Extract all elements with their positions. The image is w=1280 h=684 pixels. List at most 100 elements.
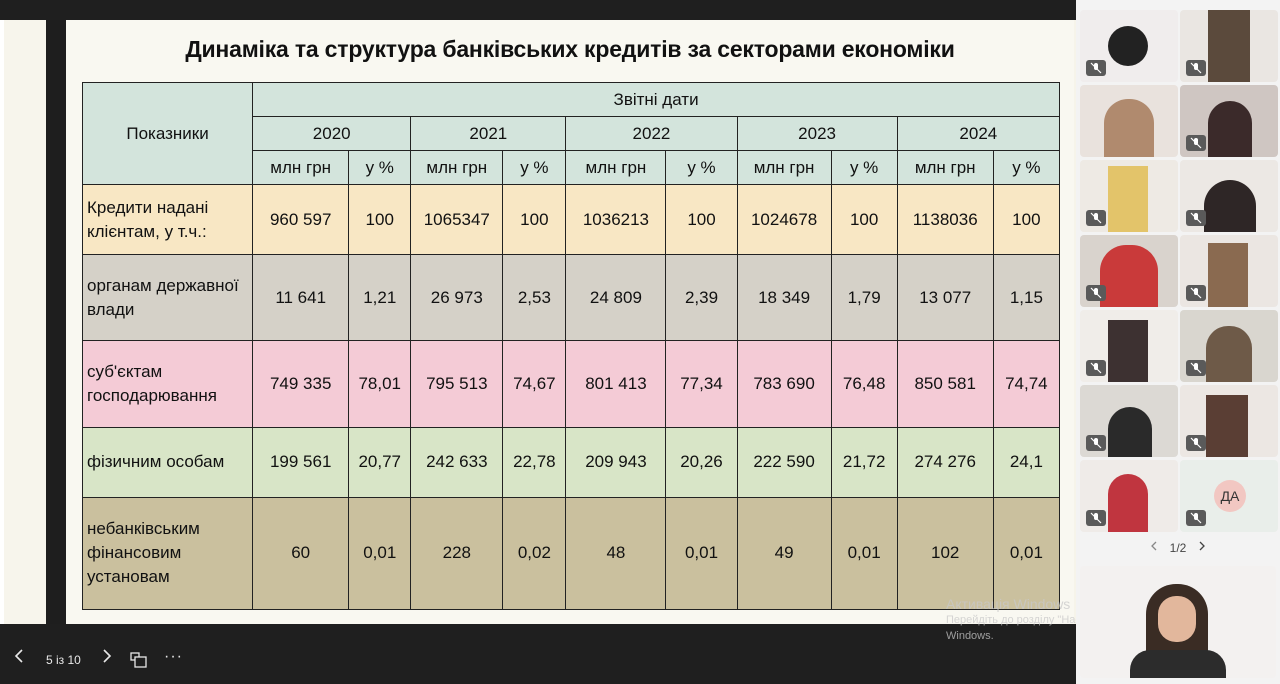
- layout-button[interactable]: [130, 652, 148, 668]
- table-cell: 960 597: [252, 184, 350, 256]
- more-icon: ···: [164, 648, 183, 665]
- percent-subheader: у %: [830, 150, 898, 186]
- table-cell: 24 809: [565, 254, 667, 342]
- chevron-right-icon: [1199, 541, 1205, 551]
- mic-off-icon: [1186, 360, 1206, 376]
- participant-tile[interactable]: [1180, 310, 1278, 382]
- mic-off-icon: [1086, 210, 1106, 226]
- participant-tile[interactable]: [1080, 460, 1178, 532]
- table-cell: 801 413: [565, 340, 667, 428]
- presentation-stage: Динаміка та структура банківських кредит…: [0, 0, 1076, 684]
- table-cell: 49: [736, 496, 832, 611]
- participant-video: [1108, 474, 1148, 532]
- table-cell: 1,21: [348, 254, 412, 342]
- table-cell: 1138036: [896, 184, 994, 256]
- active-speaker-video[interactable]: [1080, 566, 1276, 678]
- year-header: 2021: [410, 116, 567, 152]
- participant-tile[interactable]: [1080, 235, 1178, 307]
- table-row: Кредити надані клієнтам, у т.ч.: 960 597…: [81, 184, 1061, 256]
- table-cell: 199 561: [252, 426, 350, 498]
- mic-off-icon: [1086, 510, 1106, 526]
- pager-text: 1/2: [1169, 540, 1187, 555]
- year-header: 2020: [252, 116, 412, 152]
- more-options-button[interactable]: ···: [164, 648, 183, 666]
- table-cell: 20,26: [665, 426, 738, 498]
- chevron-left-icon: [1151, 541, 1157, 551]
- participant-tile[interactable]: [1080, 160, 1178, 232]
- participant-tile[interactable]: [1180, 10, 1278, 82]
- mic-off-icon: [1186, 435, 1206, 451]
- percent-subheader: у %: [502, 150, 567, 186]
- pager-next-button[interactable]: [1196, 540, 1208, 555]
- table-row: суб'єктам господарювання 749 335 78,01 7…: [81, 340, 1061, 428]
- participant-video: [1208, 243, 1248, 307]
- participant-avatar: [1108, 26, 1148, 66]
- percent-subheader: у %: [665, 150, 738, 186]
- amount-subheader: млн грн: [252, 150, 350, 186]
- presentation-top-bar: [0, 0, 1076, 20]
- table-cell: 100: [348, 184, 412, 256]
- table-row: небанківським фінансовим установам 60 0,…: [81, 496, 1061, 611]
- mic-off-icon: [1086, 435, 1106, 451]
- participant-tile[interactable]: [1180, 85, 1278, 157]
- row-label: Кредити надані клієнтам, у т.ч.:: [81, 184, 254, 256]
- layout-icon: [130, 652, 147, 668]
- table-cell: 60: [252, 496, 350, 611]
- participant-video: [1206, 395, 1248, 457]
- table-cell: 1,79: [830, 254, 898, 342]
- table-cell: 242 633: [410, 426, 504, 498]
- participant-video: [1104, 99, 1154, 157]
- participant-tile[interactable]: ДА: [1180, 460, 1278, 532]
- slide-left-margin: [4, 20, 46, 624]
- table-cell: 77,34: [665, 340, 738, 428]
- table-cell: 78,01: [348, 340, 412, 428]
- table-cell: 18 349: [736, 254, 832, 342]
- percent-subheader: у %: [992, 150, 1061, 186]
- year-header: 2023: [736, 116, 898, 152]
- participant-tile[interactable]: [1180, 160, 1278, 232]
- table-cell: 228: [410, 496, 504, 611]
- table-cell: 24,1: [992, 426, 1061, 498]
- participant-tile[interactable]: [1080, 85, 1178, 157]
- table-cell: 26 973: [410, 254, 504, 342]
- slide-title: Динаміка та структура банківських кредит…: [185, 36, 955, 62]
- year-header: 2022: [565, 116, 738, 152]
- previous-slide-button[interactable]: [12, 648, 28, 664]
- table-cell: 783 690: [736, 340, 832, 428]
- table-cell: 1036213: [565, 184, 667, 256]
- mic-off-icon: [1186, 60, 1206, 76]
- participant-video: [1208, 101, 1252, 157]
- participant-video: [1208, 10, 1250, 82]
- participant-tile[interactable]: [1180, 235, 1278, 307]
- participant-video: [1108, 320, 1148, 382]
- table-cell: 1065347: [410, 184, 504, 256]
- table-cell: 100: [992, 184, 1061, 256]
- table-cell: 22,78: [502, 426, 567, 498]
- table-cell: 1,15: [992, 254, 1061, 342]
- amount-subheader: млн грн: [896, 150, 994, 186]
- row-label: небанківським фінансовим установам: [81, 496, 254, 611]
- participant-tile[interactable]: [1080, 310, 1178, 382]
- year-header: 2024: [896, 116, 1061, 152]
- table-cell: 100: [665, 184, 738, 256]
- participant-video: [1108, 407, 1152, 457]
- pager-prev-button[interactable]: [1148, 540, 1160, 555]
- participant-tile[interactable]: [1080, 385, 1178, 457]
- participant-initials: ДА: [1214, 480, 1246, 512]
- participant-tile[interactable]: [1180, 385, 1278, 457]
- mic-off-icon: [1186, 285, 1206, 301]
- presentation-control-bar: 5 із 10 ···: [0, 624, 1076, 684]
- table-cell: 0,01: [992, 496, 1061, 611]
- table-cell: 102: [896, 496, 994, 611]
- table-cell: 2,39: [665, 254, 738, 342]
- row-label: органам державної влади: [81, 254, 254, 342]
- mic-off-icon: [1186, 135, 1206, 151]
- table-cell: 0,01: [830, 496, 898, 611]
- next-slide-button[interactable]: [98, 648, 114, 664]
- participant-video: [1100, 245, 1158, 307]
- indicator-header: Показники: [81, 81, 254, 186]
- mic-off-icon: [1086, 60, 1106, 76]
- participant-video: [1204, 180, 1256, 232]
- table-cell: 2,53: [502, 254, 567, 342]
- participant-tile[interactable]: [1080, 10, 1178, 82]
